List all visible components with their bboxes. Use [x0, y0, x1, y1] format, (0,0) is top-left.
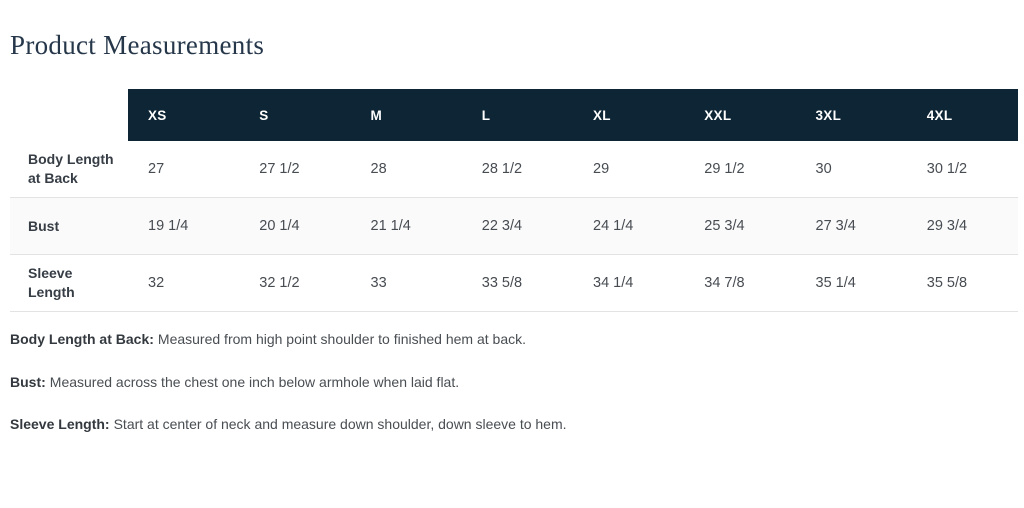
cell-body-length-l: 28 1/2 — [461, 141, 573, 199]
header-cell-xxl: XXL — [684, 89, 796, 142]
header-cell-s: S — [239, 89, 351, 142]
note-bust-term: Bust: — [10, 373, 46, 390]
cell-bust-xxl: 25 3/4 — [684, 198, 796, 256]
note-body-length: Body Length at Back: Measured from high p… — [10, 331, 1010, 349]
cell-sleeve-xl: 34 1/4 — [573, 255, 685, 313]
header-cell-l: L — [461, 89, 573, 142]
cell-body-length-3xl: 30 — [795, 141, 907, 199]
row-label-bust: Bust — [10, 198, 128, 256]
cell-sleeve-l: 33 5/8 — [461, 255, 573, 313]
note-sleeve-length-text: Start at center of neck and measure down… — [113, 416, 567, 433]
cell-body-length-xxl: 29 1/2 — [684, 141, 796, 199]
header-cell-4xl: 4XL — [906, 89, 1018, 142]
note-sleeve-length: Sleeve Length: Start at center of neck an… — [10, 416, 1010, 434]
cell-body-length-xl: 29 — [573, 141, 685, 199]
cell-bust-3xl: 27 3/4 — [795, 198, 907, 256]
size-chart-table: XS S M L XL XXL 3XL 4XL Body Length at B… — [10, 89, 1018, 313]
header-cell-xl: XL — [573, 89, 685, 142]
cell-sleeve-m: 33 — [350, 255, 462, 313]
cell-bust-s: 20 1/4 — [239, 198, 351, 256]
cell-sleeve-s: 32 1/2 — [239, 255, 351, 313]
row-label-body-length: Body Length at Back — [10, 141, 128, 199]
header-cell-xs: XS — [128, 89, 240, 142]
cell-bust-xl: 24 1/4 — [573, 198, 685, 256]
cell-bust-m: 21 1/4 — [350, 198, 462, 256]
header-cell-corner — [10, 89, 128, 141]
header-cell-3xl: 3XL — [795, 89, 907, 142]
cell-sleeve-4xl: 35 5/8 — [906, 255, 1018, 313]
header-cell-m: M — [350, 89, 462, 142]
cell-bust-l: 22 3/4 — [461, 198, 573, 256]
cell-body-length-xs: 27 — [128, 141, 240, 199]
measurement-definitions: Body Length at Back: Measured from high p… — [10, 331, 1010, 434]
cell-sleeve-xxl: 34 7/8 — [684, 255, 796, 313]
cell-body-length-4xl: 30 1/2 — [906, 141, 1018, 199]
cell-bust-4xl: 29 3/4 — [906, 198, 1018, 256]
note-bust: Bust: Measured across the chest one inch … — [10, 374, 1010, 392]
cell-body-length-m: 28 — [350, 141, 462, 199]
cell-sleeve-xs: 32 — [128, 255, 240, 313]
cell-body-length-s: 27 1/2 — [239, 141, 351, 199]
page-title: Product Measurements — [10, 30, 265, 60]
row-label-sleeve-length: Sleeve Length — [10, 255, 128, 313]
note-sleeve-length-term: Sleeve Length: — [10, 416, 110, 433]
note-bust-text: Measured across the chest one inch below… — [49, 373, 460, 390]
cell-bust-xs: 19 1/4 — [128, 198, 240, 256]
note-body-length-text: Measured from high point shoulder to fin… — [157, 331, 527, 348]
cell-sleeve-3xl: 35 1/4 — [795, 255, 907, 313]
note-body-length-term: Body Length at Back: — [10, 331, 154, 348]
